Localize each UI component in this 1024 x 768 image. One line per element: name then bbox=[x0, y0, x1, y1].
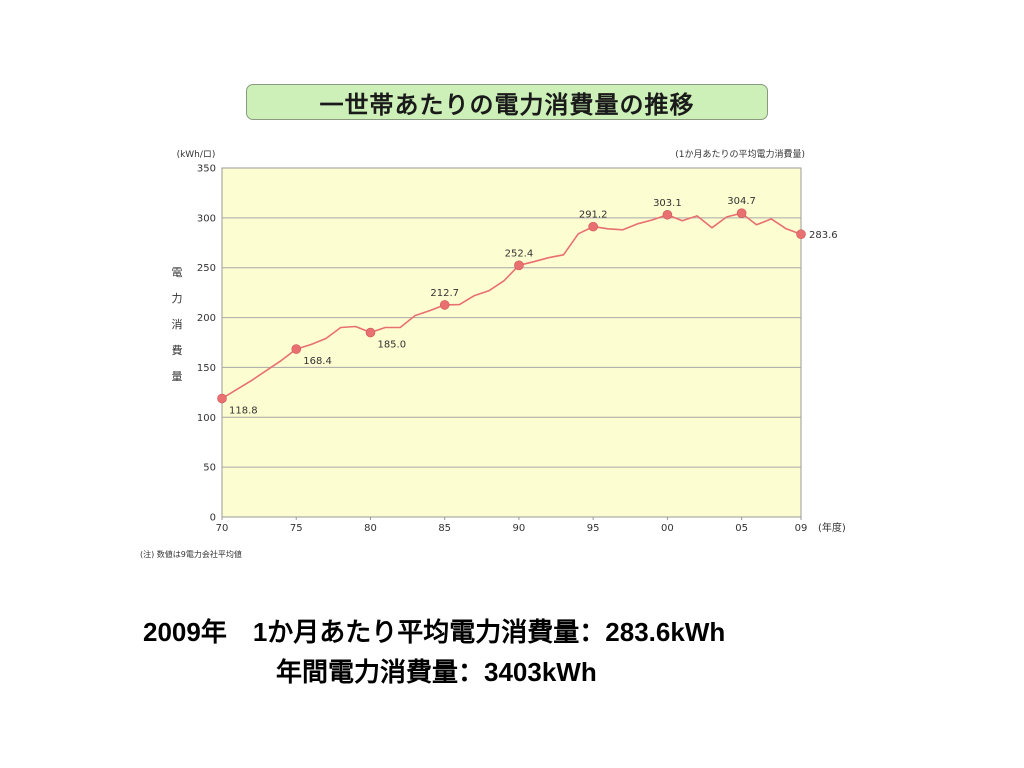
x-tick-label: 00 bbox=[661, 523, 674, 534]
data-label: 212.7 bbox=[430, 288, 459, 299]
data-label: 168.4 bbox=[303, 356, 332, 367]
data-point bbox=[365, 327, 376, 338]
data-point bbox=[217, 393, 227, 404]
data-label: 185.0 bbox=[377, 340, 406, 351]
series-line bbox=[221, 212, 802, 400]
chart-title: 一世帯あたりの電力消費量の推移 bbox=[246, 84, 768, 120]
summary-annual-consumption: 年間電力消費量：3403kWh bbox=[276, 657, 597, 687]
x-tick-label: 80 bbox=[364, 523, 377, 534]
data-label: 252.4 bbox=[505, 248, 534, 259]
x-tick-label: 70 bbox=[216, 523, 229, 534]
chart-note: (注) 数値は9電力会社平均値 bbox=[140, 550, 242, 559]
data-point bbox=[662, 209, 673, 220]
y-tick-label: 50 bbox=[203, 463, 216, 474]
y-tick-label: 250 bbox=[197, 263, 216, 274]
data-label: 283.6 bbox=[809, 230, 838, 241]
y-axis-label-char: 費 bbox=[172, 343, 183, 357]
x-tick-label: 75 bbox=[290, 523, 303, 534]
x-tick-label: 95 bbox=[587, 523, 600, 534]
data-label: 118.8 bbox=[229, 406, 258, 417]
y-axis-label-char: 消 bbox=[172, 317, 183, 331]
x-tick-label: 85 bbox=[438, 523, 451, 534]
data-point bbox=[796, 229, 806, 240]
x-tick-label: 09 bbox=[795, 523, 808, 534]
x-tick-label: 90 bbox=[513, 523, 526, 534]
y-unit-label: (kWh/ロ) bbox=[177, 150, 216, 160]
data-point bbox=[439, 300, 450, 310]
data-label: 304.7 bbox=[727, 196, 756, 207]
data-label: 291.2 bbox=[579, 210, 608, 221]
y-tick-label: 0 bbox=[210, 513, 216, 524]
data-point bbox=[588, 221, 598, 232]
data-point bbox=[514, 260, 524, 271]
plot-area bbox=[221, 167, 802, 518]
y-axis-label-char: 力 bbox=[172, 292, 183, 305]
y-axis-label-char: 量 bbox=[172, 370, 183, 383]
data-point bbox=[291, 344, 302, 354]
summary-monthly-consumption: 2009年 1か月あたり平均電力消費量：283.6kWh bbox=[143, 617, 726, 647]
y-tick-label: 150 bbox=[197, 363, 216, 374]
y-tick-label: 100 bbox=[197, 413, 216, 424]
y-tick-label: 200 bbox=[197, 313, 216, 324]
data-label: 303.1 bbox=[653, 198, 682, 209]
data-point bbox=[736, 208, 747, 218]
x-tick-label: 05 bbox=[735, 523, 748, 534]
y-tick-label: 350 bbox=[197, 164, 216, 175]
y-axis-label-char: 電 bbox=[172, 266, 183, 279]
x-unit-label: (年度) bbox=[818, 521, 846, 534]
chart-subtitle: (1か月あたりの平均電力消費量) bbox=[675, 148, 805, 160]
y-tick-label: 300 bbox=[197, 213, 216, 224]
